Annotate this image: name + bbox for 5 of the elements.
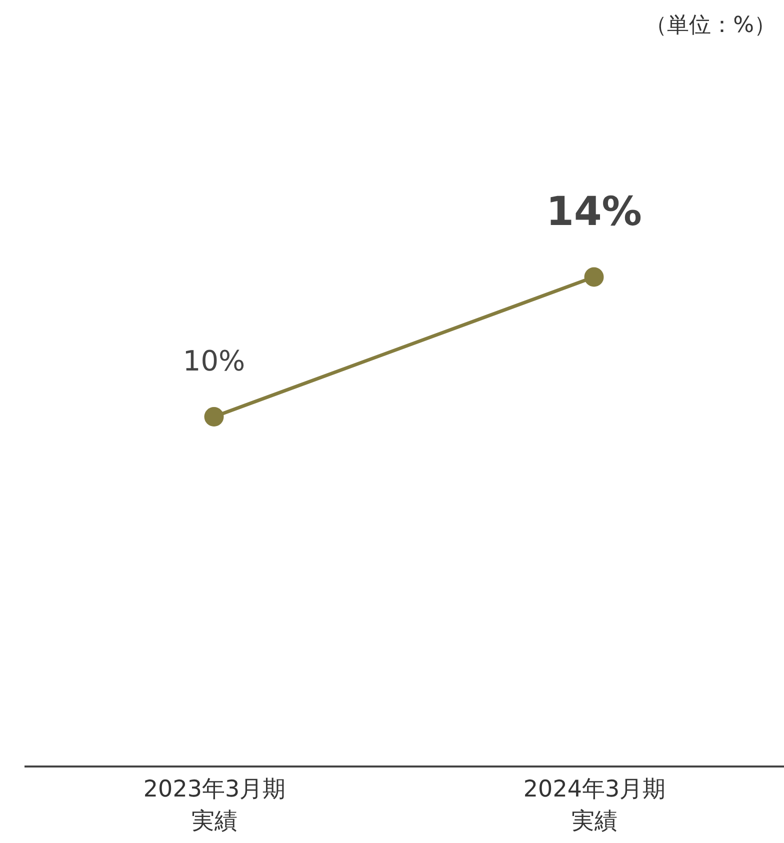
data-label: 14% — [546, 189, 642, 235]
x-tick-label: 2024年3月期実績 — [523, 776, 666, 834]
x-tick-label: 2023年3月期実績 — [143, 776, 286, 834]
text: （単位：%） — [645, 12, 776, 40]
data-label: 10% — [182, 344, 246, 378]
